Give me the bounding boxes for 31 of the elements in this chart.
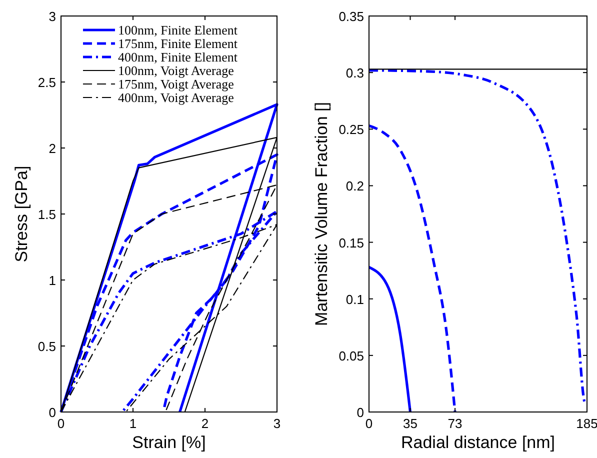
y-tick-label: 0.05 [338, 348, 364, 364]
y-tick-label: 0.15 [338, 235, 364, 250]
y-tick-label: 0.3 [346, 66, 364, 81]
legend-label: 100nm, Voigt Average [118, 63, 234, 78]
y-tick-label: 1 [48, 273, 56, 288]
legend-label: 175nm, Voigt Average [118, 76, 234, 92]
y-tick-label: 0 [48, 405, 56, 420]
y-tick-label: 2.5 [38, 75, 56, 90]
x-axis-title: Radial distance [nm] [400, 433, 556, 452]
legend-label: 100nm, Finite Element [118, 22, 238, 38]
y-tick-label: 0.5 [38, 339, 56, 354]
x-tick-label: 2 [201, 416, 209, 431]
x-tick-label: 73 [448, 416, 462, 431]
legend-label: 175nm, Finite Element [118, 36, 238, 51]
y-tick-label: 0.35 [338, 9, 364, 24]
x-axis-title: Strain [%] [132, 433, 206, 452]
y-tick-label: 0.25 [338, 122, 364, 138]
y-axis-title: Stress [GPa] [12, 166, 31, 262]
y-tick-label: 3 [48, 9, 56, 24]
y-tick-label: 0 [356, 405, 364, 420]
x-tick-label: 3 [273, 416, 281, 431]
x-tick-label: 35 [403, 416, 418, 431]
y-tick-label: 2 [48, 141, 56, 156]
y-tick-label: 0.1 [346, 292, 364, 307]
y-tick-label: 0.2 [346, 178, 364, 194]
y-tick-label: 1.5 [38, 207, 56, 222]
legend-label: 400nm, Finite Element [118, 50, 238, 64]
x-tick-label: 185 [576, 416, 597, 431]
x-tick-label: 1 [129, 416, 137, 431]
legend-label: 400nm, Voigt Average [118, 90, 234, 105]
y-axis-title: Martensitic Volume Fraction [] [312, 102, 331, 326]
